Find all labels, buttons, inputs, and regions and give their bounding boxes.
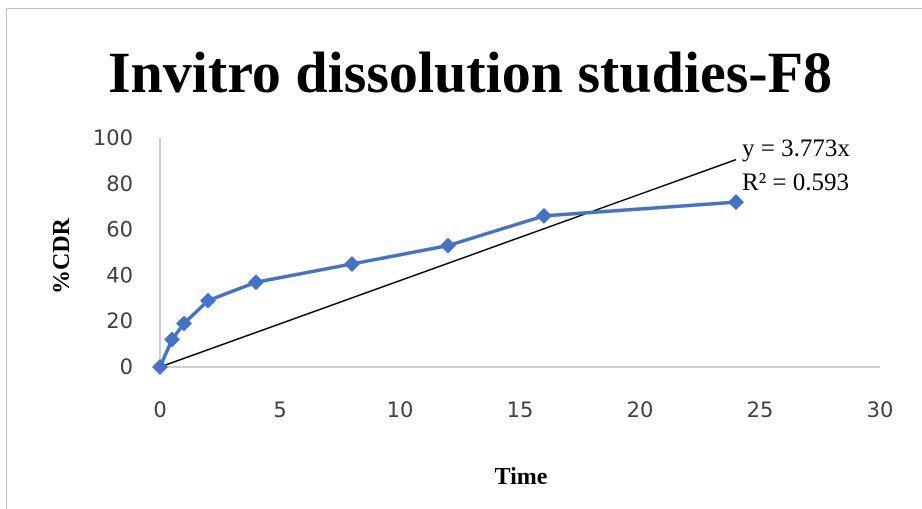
x-tick-label: 10	[387, 398, 414, 422]
chart-title: Invitro dissolution studies-F8	[108, 40, 832, 105]
data-point	[176, 315, 192, 332]
chart-frame	[6, 8, 922, 509]
series-markers	[152, 194, 744, 375]
data-point	[344, 255, 360, 272]
y-tick-label: 80	[106, 172, 133, 196]
x-tick-label: 30	[867, 398, 894, 422]
x-axis-title: Time	[495, 464, 548, 490]
trendline-r2: R² = 0.593	[742, 169, 849, 196]
y-tick-label: 60	[106, 218, 133, 242]
x-tick-label: 5	[273, 398, 286, 422]
x-tick-label: 20	[627, 398, 654, 422]
x-tick-labels: 0 5 10 15 20 25 30	[153, 398, 893, 422]
y-tick-label: 20	[106, 309, 133, 333]
x-tick-label: 0	[153, 398, 166, 422]
series-line	[158, 200, 737, 368]
data-point	[152, 359, 168, 375]
data-point	[164, 331, 180, 348]
y-axis-title: %CDR	[49, 217, 75, 294]
data-point	[248, 274, 264, 291]
data-point	[536, 207, 552, 224]
trendline	[159, 158, 737, 368]
y-tick-label: 100	[93, 126, 133, 150]
data-point	[440, 237, 456, 254]
x-tick-label: 25	[747, 398, 774, 422]
x-tick-label: 15	[507, 398, 534, 422]
data-point	[728, 194, 744, 211]
y-tick-label: 0	[120, 355, 133, 379]
trendline-equation: y = 3.773x	[742, 135, 850, 162]
y-tick-labels: 0 20 40 60 80 100	[93, 126, 133, 379]
data-point	[200, 292, 216, 309]
y-tick-label: 40	[106, 263, 133, 287]
